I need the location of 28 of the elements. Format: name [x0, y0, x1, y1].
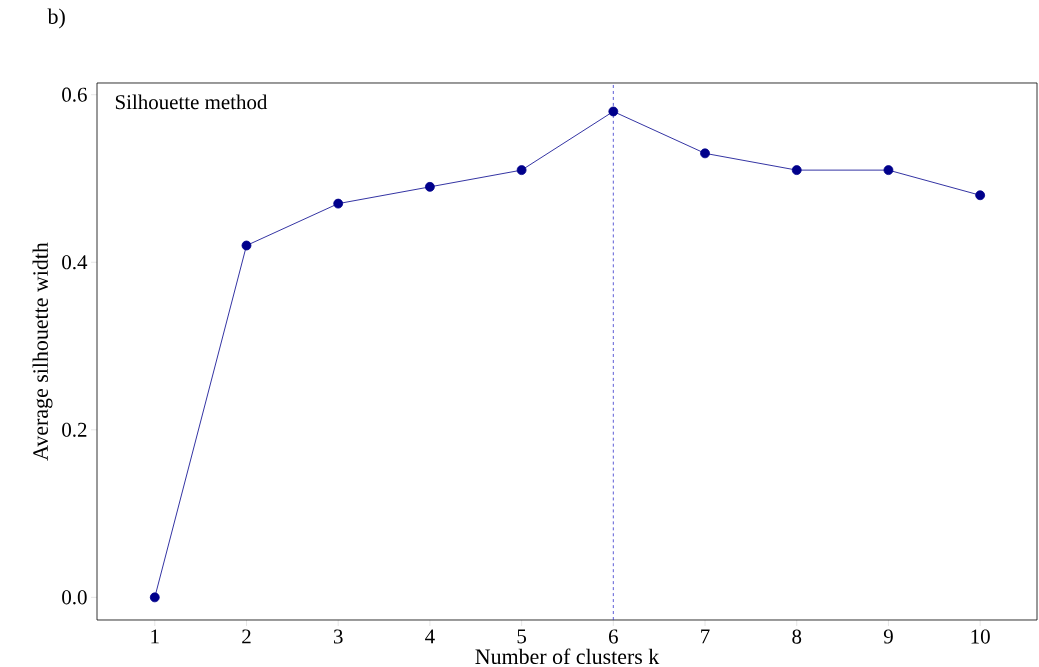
annotation: Silhouette method: [115, 94, 268, 110]
y-tick-label: 0.2: [62, 422, 87, 437]
x-tick-label: 2: [242, 629, 251, 644]
x-tick-label: 5: [517, 629, 527, 644]
y-tick-label: 0.6: [62, 87, 87, 102]
x-tick-label: 7: [701, 629, 710, 643]
point: [425, 181, 435, 192]
point: [700, 148, 710, 159]
x-tick-label: 1: [151, 629, 159, 644]
text: b): [47, 8, 65, 29]
y-axis-title: Average silhouette width: [32, 242, 53, 461]
point: [149, 592, 160, 603]
x-tick-label: 8: [792, 629, 802, 644]
point: [333, 198, 344, 209]
point: [883, 164, 894, 175]
y-tick-label: 0.0: [62, 590, 87, 605]
x-axis-title: Number of clusters k: [475, 648, 660, 664]
point: [608, 106, 619, 117]
y-tick-label: 0.4: [62, 254, 88, 270]
x-tick-label: 6: [608, 629, 618, 644]
x-tick-label: 9: [883, 629, 893, 644]
point: [791, 164, 802, 175]
x-tick-label: 10: [971, 629, 990, 644]
point: [516, 164, 527, 175]
x-tick-label: 4: [425, 629, 435, 644]
point: [975, 190, 986, 200]
x-tick-label: 3: [333, 629, 343, 644]
point: [241, 240, 252, 251]
